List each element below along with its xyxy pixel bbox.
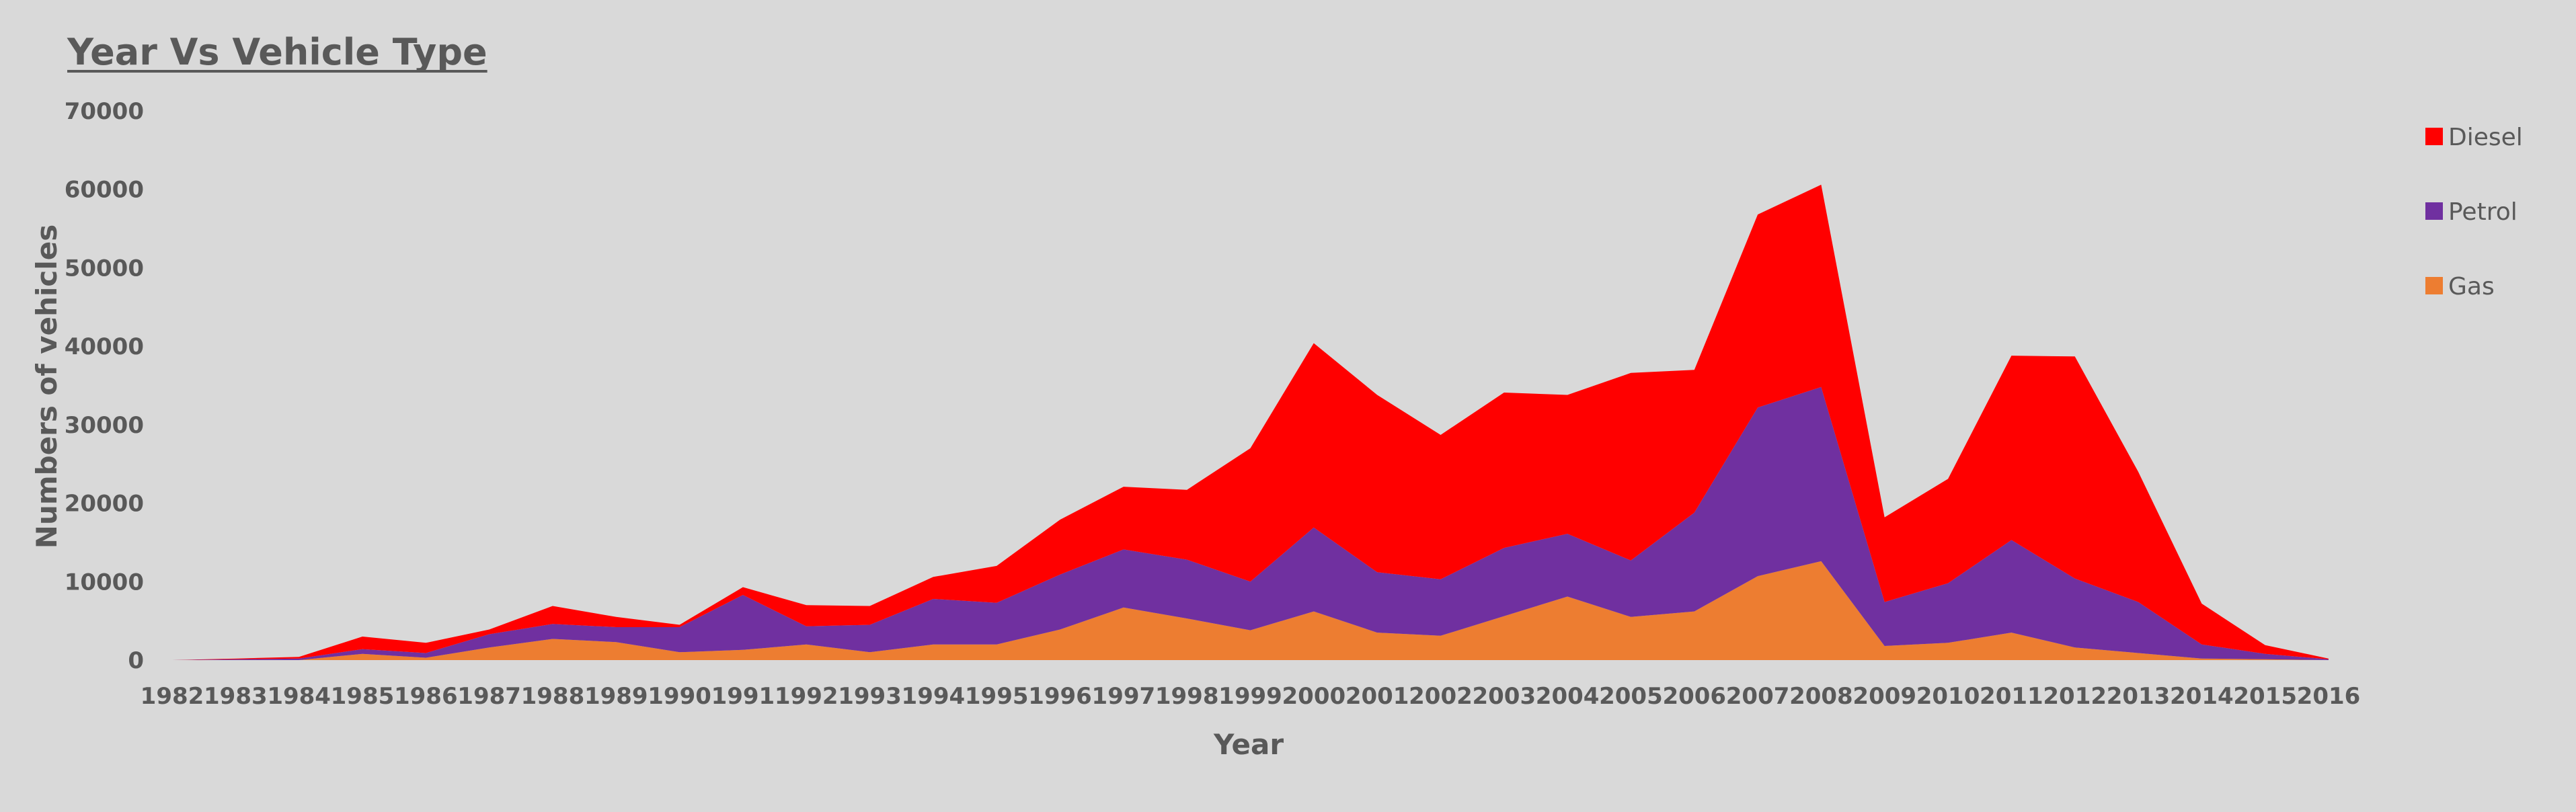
x-tick-label: 1995 [965,683,1029,710]
y-axis-ticks: 0 10000 20000 30000 40000 50000 60000 70000 [65,98,144,674]
x-tick-label: 2015 [2233,683,2297,710]
x-tick-label: 2000 [1282,683,1346,710]
legend-swatch-petrol [2425,202,2443,220]
x-tick-label: 2001 [1345,683,1409,710]
y-tick-label: 10000 [65,569,144,596]
x-tick-label: 2007 [1726,683,1790,710]
x-tick-label: 1985 [331,683,395,710]
x-tick-label: 1990 [648,683,711,710]
chart-title: Year Vs Vehicle Type [67,31,487,73]
y-tick-label: 40000 [65,333,144,360]
x-tick-label: 2011 [1980,683,2043,710]
legend-label-diesel: Diesel [2448,124,2523,151]
x-tick-label: 1992 [775,683,838,710]
areas-layer [172,185,2329,660]
x-tick-label: 2016 [2297,683,2361,710]
x-tick-label: 1998 [1155,683,1219,710]
x-tick-label: 1996 [1028,683,1092,710]
x-tick-label: 1988 [521,683,585,710]
y-tick-label: 0 [128,647,144,674]
x-tick-label: 1986 [394,683,458,710]
x-tick-label: 1993 [838,683,902,710]
y-tick-label: 70000 [65,98,144,125]
x-tick-label: 1982 [141,683,204,710]
y-tick-label: 20000 [65,491,144,518]
x-tick-label: 2003 [1472,683,1536,710]
x-axis-title: Year [1213,728,1284,761]
x-tick-label: 2009 [1852,683,1916,710]
x-axis-ticks: 1982 1983 1984 1985 1986 1987 1988 1989 1990 1991… [141,683,2361,710]
y-tick-label: 50000 [65,255,144,282]
x-tick-label: 2002 [1409,683,1473,710]
x-tick-label: 2005 [1599,683,1663,710]
legend-swatch-gas [2425,277,2443,294]
x-tick-label: 2010 [1916,683,1980,710]
y-tick-label: 60000 [65,177,144,204]
y-axis-title: Numbers of vehicles [30,225,63,549]
legend-label-gas: Gas [2448,273,2495,300]
x-tick-label: 1994 [902,683,966,710]
x-tick-label: 1989 [584,683,648,710]
x-tick-label: 1984 [267,683,331,710]
x-tick-label: 2004 [1536,683,1600,710]
x-tick-label: 1999 [1218,683,1282,710]
legend: Diesel Petrol Gas [2425,124,2523,300]
x-tick-label: 1991 [711,683,775,710]
legend-swatch-diesel [2425,128,2443,145]
x-tick-label: 1997 [1092,683,1156,710]
x-tick-label: 2008 [1789,683,1853,710]
x-tick-label: 2006 [1662,683,1726,710]
x-tick-label: 1983 [204,683,268,710]
x-tick-label: 2014 [2170,683,2234,710]
x-tick-label: 2013 [2107,683,2171,710]
x-tick-label: 2012 [2043,683,2107,710]
y-tick-label: 30000 [65,412,144,439]
x-tick-label: 1987 [457,683,521,710]
legend-label-petrol: Petrol [2448,198,2518,226]
